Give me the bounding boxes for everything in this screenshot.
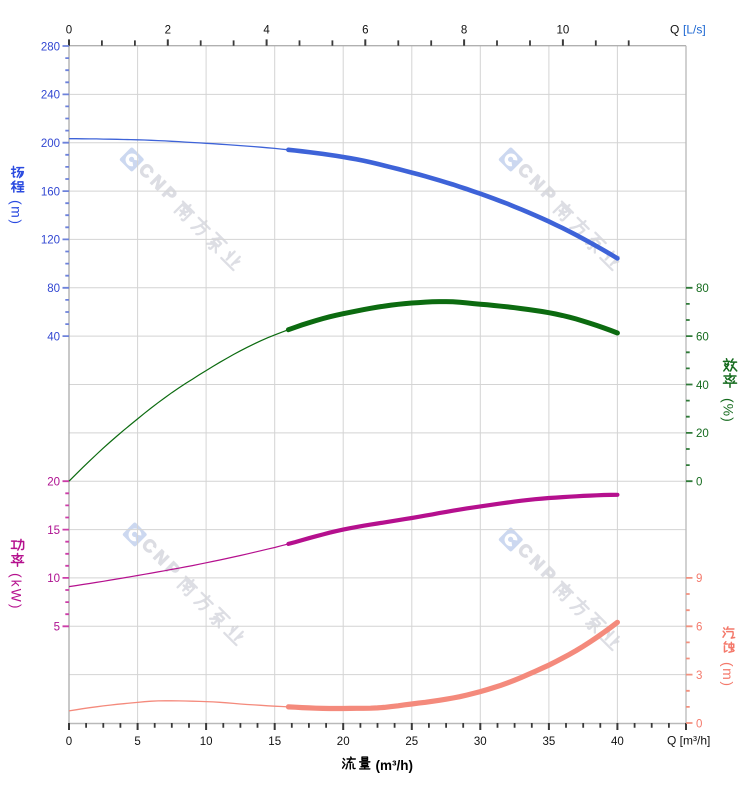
svg-text:2: 2	[165, 24, 171, 36]
svg-text:CNP: CNP	[514, 539, 563, 588]
svg-text:5: 5	[54, 622, 60, 634]
svg-text:200: 200	[41, 138, 60, 150]
svg-text:80: 80	[47, 283, 60, 295]
svg-text:Q: Q	[670, 23, 679, 37]
svg-text:20: 20	[47, 477, 60, 489]
svg-text:160: 160	[41, 186, 60, 198]
svg-text:40: 40	[696, 380, 709, 392]
svg-text:280: 280	[41, 41, 60, 53]
svg-text:80: 80	[696, 283, 709, 295]
svg-text:[L/s]: [L/s]	[683, 23, 706, 37]
svg-text:(m): (m)	[9, 200, 25, 226]
svg-text:30: 30	[474, 736, 487, 748]
svg-text:(m³/h): (m³/h)	[376, 758, 414, 773]
svg-text:0: 0	[696, 718, 702, 730]
svg-text:Q [m³/h]: Q [m³/h]	[667, 734, 710, 748]
svg-text:8: 8	[461, 24, 467, 36]
svg-text:CNP: CNP	[138, 534, 187, 583]
svg-text:35: 35	[543, 736, 556, 748]
svg-text:9: 9	[696, 573, 702, 585]
svg-text:10: 10	[47, 573, 60, 585]
svg-text:CNP: CNP	[135, 159, 184, 208]
svg-text:25: 25	[405, 736, 418, 748]
svg-text:10: 10	[200, 736, 213, 748]
svg-text:6: 6	[362, 24, 368, 36]
svg-text:6: 6	[696, 622, 702, 634]
svg-text:15: 15	[47, 525, 60, 537]
svg-text:0: 0	[66, 24, 72, 36]
svg-text:0: 0	[696, 477, 702, 489]
svg-text:240: 240	[41, 90, 60, 102]
svg-text:0: 0	[66, 736, 72, 748]
svg-text:10: 10	[557, 24, 570, 36]
svg-text:15: 15	[268, 736, 281, 748]
svg-text:120: 120	[41, 235, 60, 247]
svg-text:60: 60	[696, 331, 709, 343]
svg-text:3: 3	[696, 670, 702, 682]
svg-text:40: 40	[47, 331, 60, 343]
svg-text:(%): (%)	[721, 398, 737, 423]
svg-text:CNP: CNP	[514, 159, 563, 208]
svg-text:4: 4	[263, 24, 270, 36]
svg-text:20: 20	[696, 428, 709, 440]
svg-text:5: 5	[134, 736, 140, 748]
svg-text:(m): (m)	[720, 662, 736, 688]
svg-text:40: 40	[611, 736, 624, 748]
svg-text:(kW): (kW)	[9, 573, 25, 611]
svg-text:20: 20	[337, 736, 350, 748]
